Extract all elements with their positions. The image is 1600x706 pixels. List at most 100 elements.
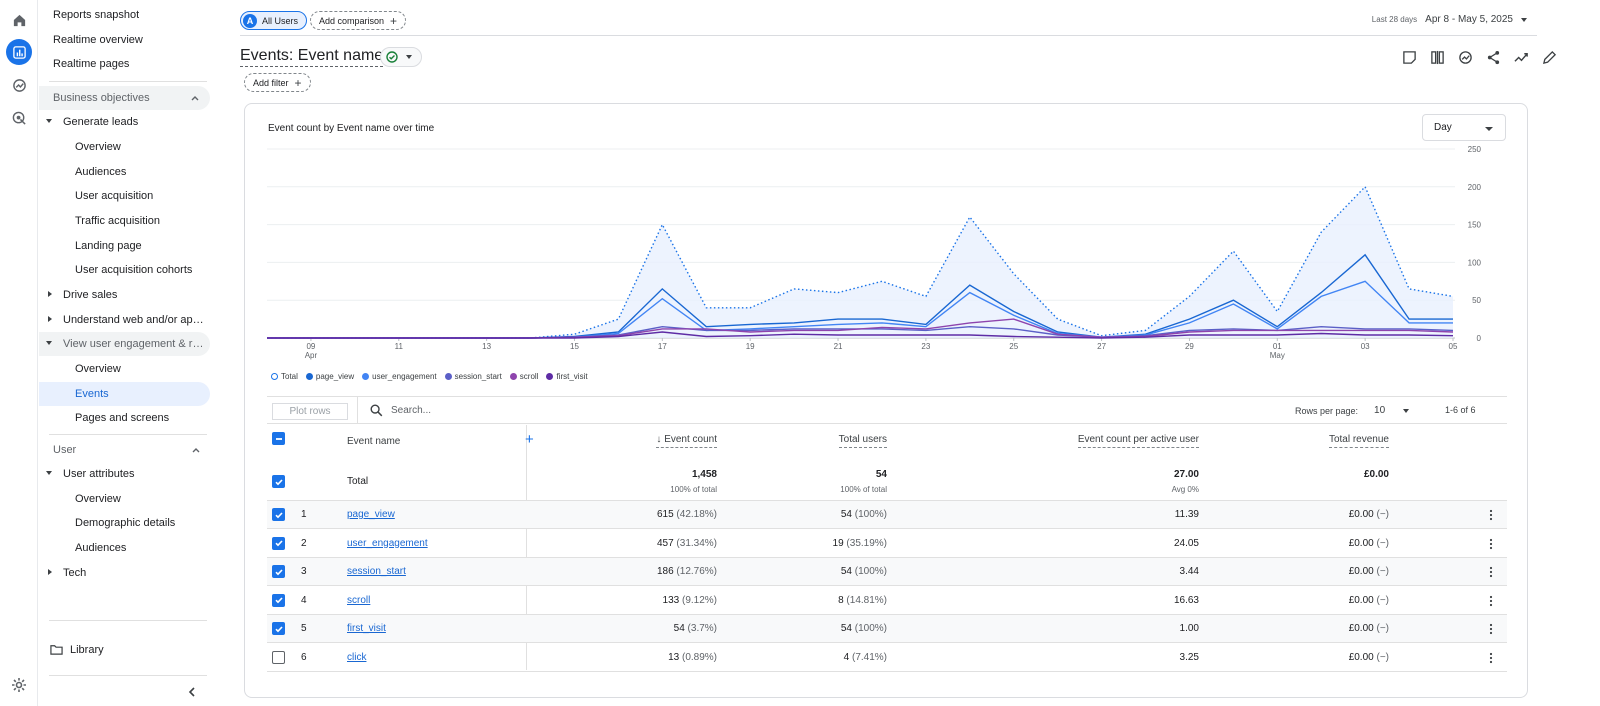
total-users-pct: (100%) (854, 566, 887, 577)
sidebar-item-landing-page[interactable]: Landing page (39, 234, 211, 258)
add-comparison-button[interactable]: Add comparison + (310, 11, 407, 30)
legend-item[interactable]: first_visit (546, 372, 588, 381)
pagination-label: 1-6 of 6 (1445, 405, 1476, 415)
row-checkbox[interactable] (272, 650, 285, 664)
sidebar-item-audiences[interactable]: Audiences (39, 160, 211, 184)
home-icon[interactable] (6, 7, 32, 33)
add-filter-button[interactable]: Add filter + (244, 73, 311, 92)
date-range-picker[interactable]: Last 28 days Apr 8 - May 5, 2025 (1372, 14, 1527, 25)
sidebar-section-business-objectives[interactable]: Business objectives (39, 86, 210, 110)
sidebar-item-realtime-overview[interactable]: Realtime overview (39, 28, 211, 52)
sidebar-item-user-acquisition[interactable]: User acquisition (39, 184, 211, 208)
advertising-icon[interactable] (6, 105, 32, 131)
sidebar-item-traffic-acquisition[interactable]: Traffic acquisition (39, 209, 211, 233)
event-count-pct: (9.12%) (681, 594, 717, 606)
legend-item[interactable]: Total (271, 372, 298, 381)
legend-dot (305, 373, 313, 380)
total-checkbox[interactable] (272, 475, 285, 488)
more-vert-icon[interactable] (1489, 595, 1493, 607)
sidebar-item-reports-snapshot[interactable]: Reports snapshot (39, 3, 211, 27)
sidebar-section-user[interactable]: User (39, 438, 211, 462)
all-users-chip[interactable]: A All Users (240, 11, 308, 30)
more-vert-icon[interactable] (1489, 509, 1493, 521)
title-status-chip[interactable] (380, 47, 422, 67)
sidebar-item-drive-sales[interactable]: Drive sales (39, 283, 211, 307)
share-icon[interactable] (1484, 48, 1502, 66)
collapse-sidebar-icon[interactable] (186, 686, 198, 698)
header-event-count-per-user[interactable]: Event count per active user (1077, 433, 1199, 448)
table-row[interactable]: 3 session_start 186 (12.76%) 54 (100%) 3.44 £… (267, 558, 1507, 586)
explore-icon[interactable] (6, 72, 32, 98)
row-checkbox[interactable] (272, 536, 285, 550)
table-row[interactable]: 6 click 13 (0.89%) 4 (7.41%) 3.25 £0.00 (−) (267, 644, 1507, 672)
compare-icon[interactable] (1428, 48, 1446, 66)
event-name-link[interactable]: session_start (347, 566, 406, 577)
more-vert-icon[interactable] (1489, 623, 1493, 635)
total-users-pct: (14.81%) (846, 594, 887, 606)
event-count-value: 457 (656, 537, 674, 549)
sidebar-item-user-acquisition-cohorts[interactable]: User acquisition cohorts (39, 258, 211, 282)
table-row[interactable]: 5 first_visit 54 (3.7%) 54 (100%) 1.00 £0.00 … (267, 615, 1507, 643)
sidebar-item-audiences[interactable]: Audiences (39, 536, 211, 560)
search-input[interactable]: Search... (357, 397, 431, 424)
revenue-cell: £0.00 (−) (1349, 566, 1389, 578)
event-name-link[interactable]: click (347, 651, 367, 663)
row-checkbox[interactable] (272, 622, 285, 635)
sidebar-item-realtime-pages[interactable]: Realtime pages (39, 52, 211, 76)
sidebar-item-demographic-details[interactable]: Demographic details (39, 511, 211, 535)
x-tick-label: 03 (1361, 342, 1370, 351)
sidebar-item-pages-and-screens[interactable]: Pages and screens (39, 406, 211, 430)
x-tick-label: 15 (570, 342, 579, 351)
table-row[interactable]: 4 scroll 133 (9.12%) 8 (14.81%) 16.63 £0.00 (… (267, 587, 1507, 615)
select-all-checkbox[interactable] (272, 432, 285, 445)
granularity-select[interactable]: Day (1422, 114, 1506, 141)
revenue-pct: (−) (1376, 623, 1390, 634)
table-row[interactable]: 2 user_engagement 457 (31.34%) 19 (35.19%) 2… (267, 530, 1507, 558)
edit-icon[interactable] (1540, 48, 1558, 66)
row-checkbox[interactable] (272, 565, 285, 578)
trend-icon[interactable] (1512, 48, 1530, 66)
revenue-value: £0.00 (1348, 537, 1374, 549)
rows-per-page[interactable]: Rows per page: 10 (1295, 405, 1410, 416)
insights-icon[interactable] (1456, 48, 1474, 66)
sidebar-item-overview[interactable]: Overview (39, 357, 211, 381)
header-total-revenue[interactable]: Total revenue (1328, 433, 1389, 448)
comment-icon[interactable] (1400, 48, 1418, 66)
event-name-link[interactable]: scroll (347, 594, 371, 606)
sidebar-item-overview[interactable]: Overview (39, 135, 211, 159)
header-event-count[interactable]: ↓ Event count (656, 433, 717, 448)
sidebar-item-overview[interactable]: Overview (39, 487, 211, 511)
library-link[interactable]: Library (50, 643, 104, 656)
event-name-link[interactable]: first_visit (347, 623, 386, 634)
sidebar-item-generate-leads[interactable]: Generate leads (39, 110, 211, 134)
sidebar-item-tech[interactable]: Tech (39, 561, 211, 585)
sidebar-item-label: Realtime pages (53, 58, 130, 70)
page-title[interactable]: Events: Event name (240, 46, 384, 67)
legend-item[interactable]: session_start (444, 372, 502, 381)
row-checkbox[interactable] (272, 593, 285, 607)
sidebar-item-user-attributes[interactable]: User attributes (39, 462, 211, 486)
legend-item[interactable]: scroll (509, 372, 538, 381)
header-total-users[interactable]: Total users (838, 433, 887, 448)
legend-item[interactable]: user_engagement (362, 372, 437, 381)
gear-icon[interactable] (11, 677, 27, 693)
sidebar-divider (49, 675, 207, 676)
more-vert-icon[interactable] (1489, 652, 1493, 664)
add-dimension-icon[interactable]: + (525, 431, 534, 448)
event-name-link[interactable]: user_engagement (347, 537, 428, 549)
more-vert-icon[interactable] (1489, 566, 1493, 578)
reports-icon[interactable] (6, 39, 32, 65)
plot-rows-button[interactable]: Plot rows (272, 403, 348, 420)
sidebar-item-label: Pages and screens (75, 412, 170, 424)
sidebar: Reports snapshot Realtime overview Realt… (39, 0, 211, 706)
table-row[interactable]: 1 page_view 615 (42.18%) 54 (100%) 11.39 £0.0… (267, 501, 1507, 529)
header-event-name[interactable]: Event name (347, 436, 401, 447)
legend-item[interactable]: page_view (305, 372, 354, 381)
sidebar-item-understand-web-app[interactable]: Understand web and/or app t... (39, 308, 211, 332)
row-checkbox[interactable] (272, 508, 285, 521)
event-name-link[interactable]: page_view (347, 509, 395, 520)
sidebar-item-view-user-engagement[interactable]: View user engagement & rete... (39, 332, 210, 356)
sidebar-item-events[interactable]: Events (39, 382, 210, 406)
more-vert-icon[interactable] (1489, 538, 1493, 550)
add-filter-label: Add filter (253, 77, 289, 88)
